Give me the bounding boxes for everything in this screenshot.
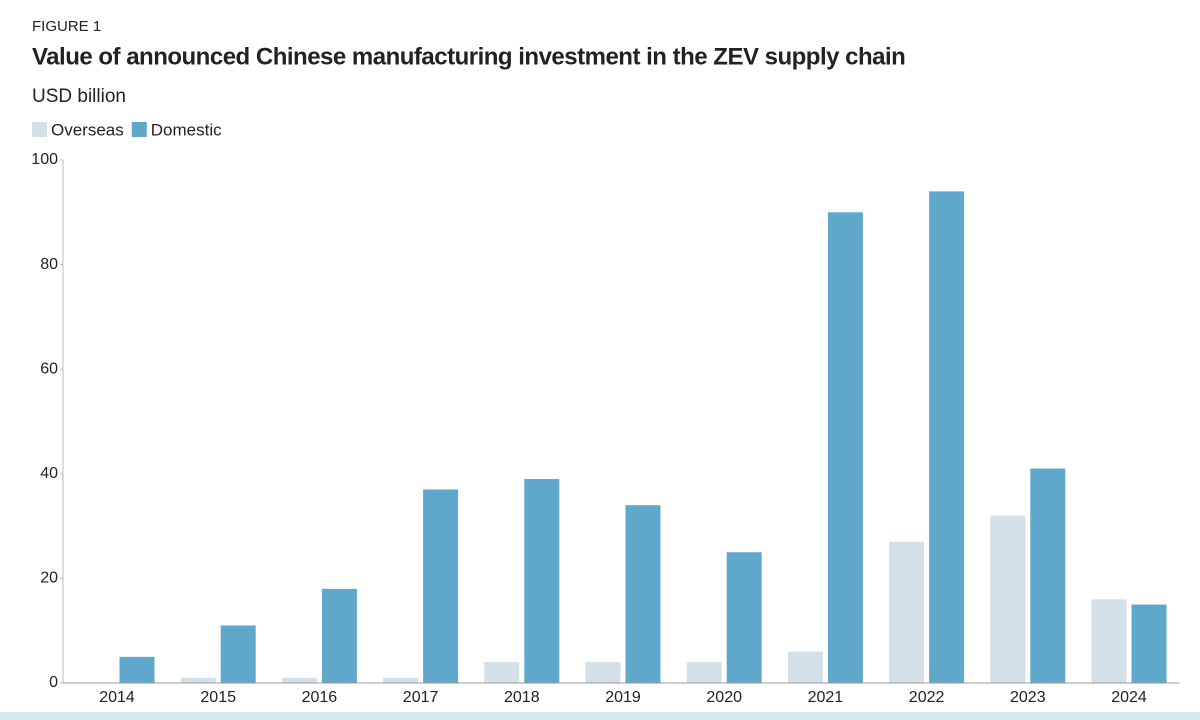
x-tick-label: 2021 (808, 689, 844, 706)
bar (524, 479, 560, 683)
bar (180, 677, 216, 683)
legend-swatch (32, 122, 47, 137)
bar (787, 651, 823, 683)
bottom-strip (0, 712, 1200, 720)
y-tick-label: 80 (40, 256, 58, 273)
bar (990, 515, 1026, 683)
y-tick-label: 20 (40, 570, 58, 587)
legend-label: Domestic (151, 120, 222, 139)
bar (585, 662, 621, 683)
bar (119, 656, 155, 683)
bar (625, 505, 661, 683)
x-tick-label: 2017 (403, 689, 439, 706)
bar (1030, 468, 1066, 683)
chart-title: Value of announced Chinese manufacturing… (32, 43, 905, 70)
x-tick-label: 2019 (605, 689, 641, 706)
bar (484, 662, 520, 683)
bar (929, 191, 965, 683)
x-tick-label: 2024 (1111, 689, 1147, 706)
x-tick-label: 2022 (909, 689, 945, 706)
legend-swatch (131, 122, 147, 137)
bar (423, 489, 459, 683)
y-tick-label: 60 (40, 360, 58, 377)
y-tick-label: 40 (40, 465, 58, 482)
figure-label: FIGURE 1 (32, 18, 101, 35)
y-tick-label: 100 (31, 151, 58, 168)
bar (827, 212, 863, 684)
x-tick-label: 2015 (200, 689, 236, 706)
legend-label: Overseas (51, 120, 124, 139)
bar (220, 625, 256, 683)
x-tick-label: 2018 (504, 689, 540, 706)
bar (321, 588, 357, 683)
x-tick-label: 2023 (1010, 689, 1046, 706)
x-tick-label: 2020 (706, 689, 742, 706)
chart-subtitle: USD billion (32, 86, 126, 107)
bar (726, 552, 762, 683)
bar (889, 541, 925, 683)
bar (383, 677, 419, 683)
x-tick-label: 2014 (99, 689, 135, 706)
bar (1091, 599, 1127, 683)
bar (281, 677, 317, 683)
x-tick-label: 2016 (302, 689, 338, 706)
bar (1131, 604, 1167, 683)
bar (686, 662, 722, 683)
y-tick-label: 0 (49, 674, 58, 691)
